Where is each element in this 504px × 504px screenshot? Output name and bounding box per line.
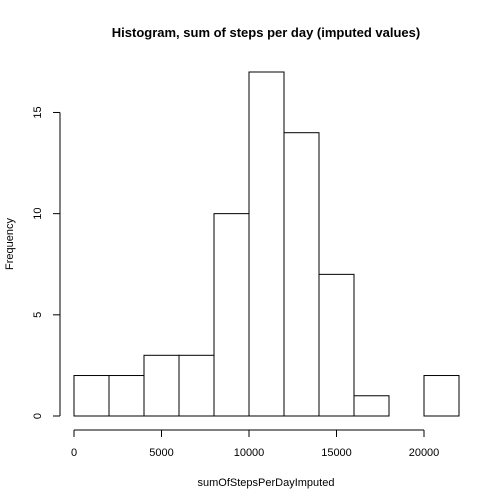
x-axis-label: sumOfStepsPerDayImputed: [198, 477, 335, 489]
y-axis: 0 5 10 15: [32, 106, 60, 419]
x-tick-label-3: 15000: [321, 447, 352, 459]
histogram-bar-0: [74, 376, 109, 416]
histogram-bar-2: [144, 355, 179, 416]
y-tick-label-3: 15: [32, 106, 44, 118]
y-axis-label: Frequency: [4, 218, 16, 270]
y-tick-label-2: 10: [32, 208, 44, 220]
x-tick-label-1: 5000: [149, 447, 173, 459]
histogram-bar-7: [319, 274, 354, 416]
histogram-bar-6: [284, 133, 319, 416]
x-tick-label-0: 0: [71, 447, 77, 459]
histogram-bar-10: [424, 376, 459, 416]
bars-group: [74, 72, 459, 416]
histogram-bar-1: [109, 376, 144, 416]
x-tick-label-2: 10000: [234, 447, 265, 459]
histogram-bar-8: [354, 396, 389, 416]
x-axis: 0 5000 10000 15000 20000: [71, 430, 439, 459]
chart-title: Histogram, sum of steps per day (imputed…: [112, 25, 420, 40]
histogram-bar-3: [179, 355, 214, 416]
x-tick-label-4: 20000: [409, 447, 440, 459]
histogram-bar-5: [249, 72, 284, 416]
y-tick-label-1: 5: [32, 312, 44, 318]
histogram-bar-4: [214, 214, 249, 416]
y-tick-label-0: 0: [32, 413, 44, 419]
